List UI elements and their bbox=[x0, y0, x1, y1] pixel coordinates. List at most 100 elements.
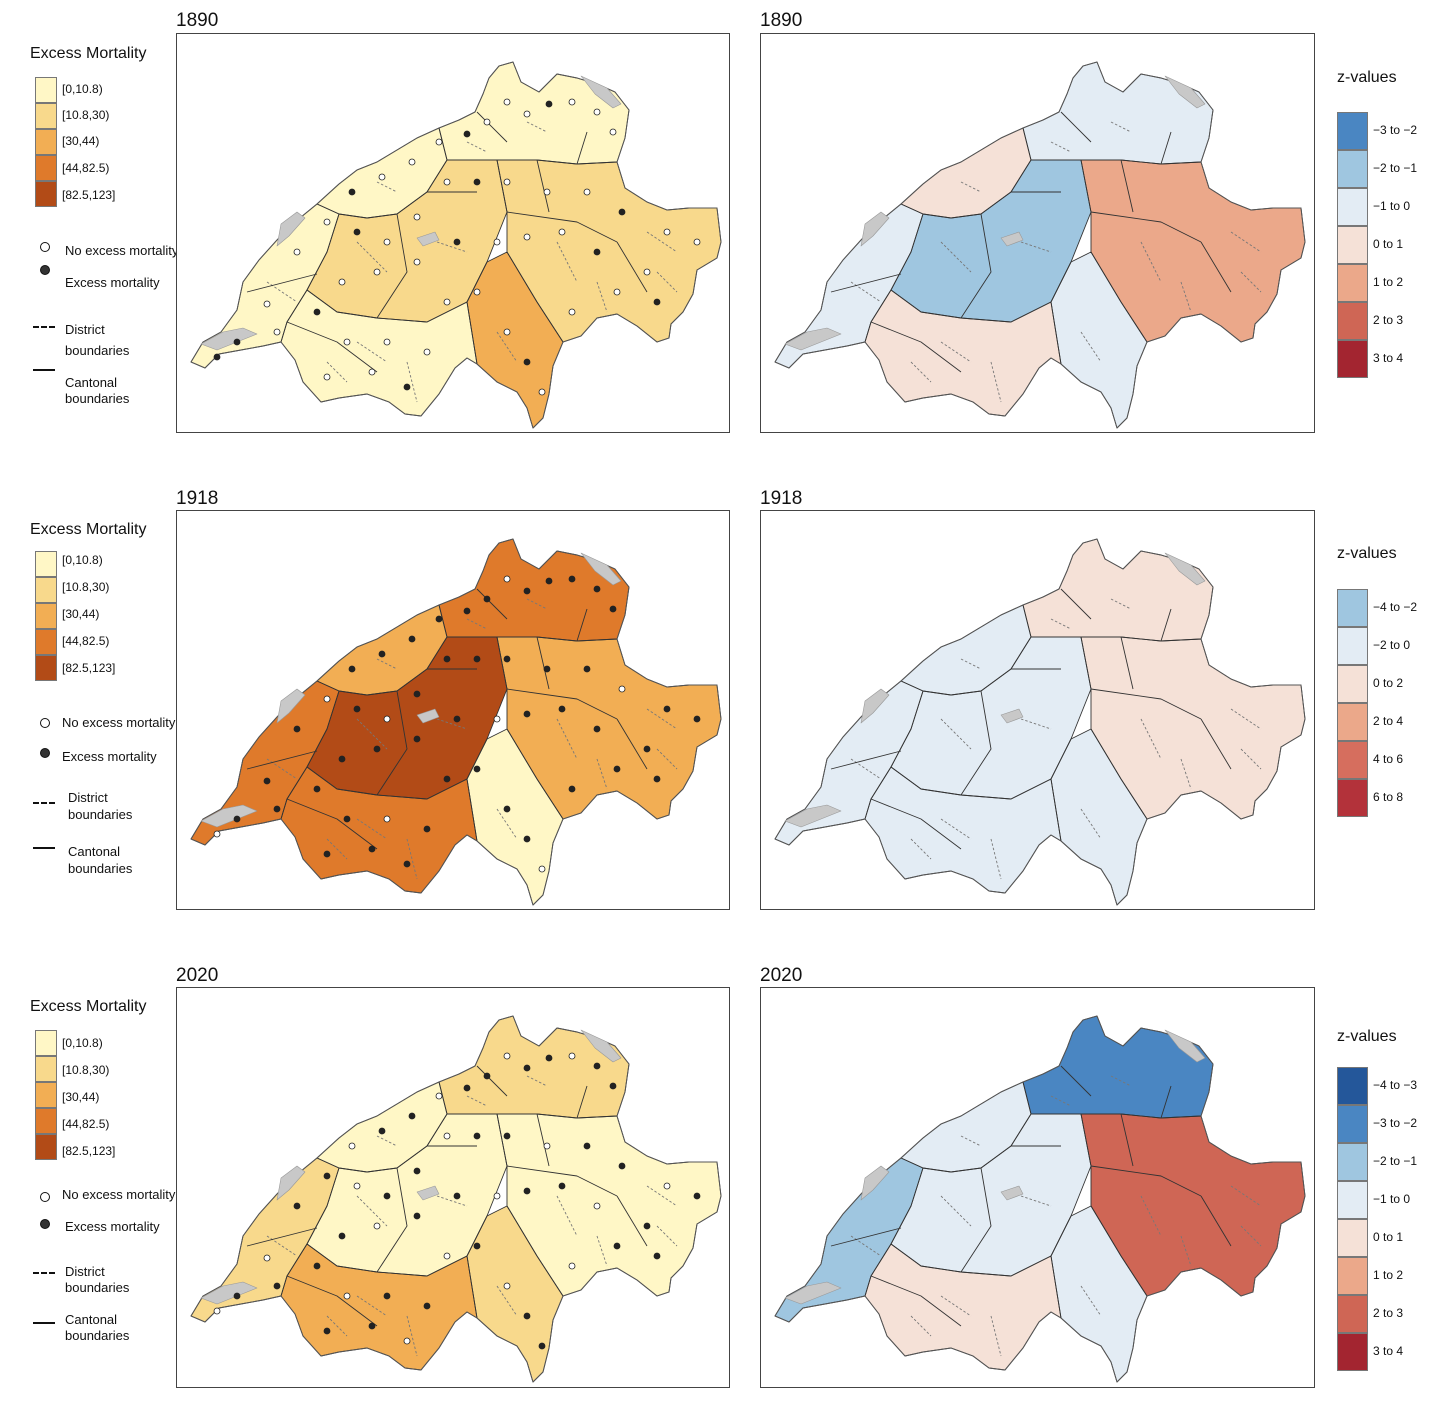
z-legend-swatch bbox=[1337, 1181, 1368, 1219]
z-legend-swatch bbox=[1337, 1257, 1368, 1295]
cantonal-label-2: boundaries bbox=[65, 1328, 130, 1343]
excess-marker bbox=[538, 1342, 546, 1350]
year-label-left: 2020 bbox=[176, 965, 219, 986]
region-area bbox=[497, 1114, 721, 1296]
excess-marker bbox=[523, 587, 531, 595]
district-boundary bbox=[1020, 718, 1052, 730]
region-area bbox=[191, 204, 339, 368]
z-legend-label: 1 to 2 bbox=[1373, 275, 1404, 289]
z-map-panel bbox=[760, 510, 1315, 910]
excess-marker bbox=[273, 1282, 281, 1290]
district-boundary bbox=[1110, 121, 1132, 133]
region-area bbox=[439, 539, 629, 641]
cantonal-label-1: Cantonal bbox=[65, 375, 118, 390]
z-legend-label: −1 to 0 bbox=[1373, 1192, 1411, 1206]
z-map-panel bbox=[760, 33, 1315, 433]
excess-marker bbox=[348, 188, 356, 196]
excess-marker bbox=[558, 1182, 566, 1190]
excess-symbol-icon bbox=[40, 265, 50, 275]
legend-swatch bbox=[35, 77, 57, 103]
no-excess-marker bbox=[353, 1182, 361, 1190]
excess-marker bbox=[593, 248, 601, 256]
district-boundary bbox=[466, 618, 488, 630]
region-area bbox=[191, 681, 339, 845]
cantonal-line-icon bbox=[33, 369, 55, 371]
legend-swatch bbox=[35, 129, 57, 155]
legend-swatch bbox=[35, 655, 57, 681]
excess-label: Excess mortality bbox=[62, 749, 157, 764]
no-excess-symbol-icon bbox=[40, 718, 50, 728]
excess-marker bbox=[443, 775, 451, 783]
z-legend-label: 3 to 4 bbox=[1373, 1344, 1404, 1358]
excess-map-panel bbox=[176, 33, 730, 433]
district-boundary bbox=[990, 361, 1002, 403]
excess-marker bbox=[323, 850, 331, 858]
excess-marker bbox=[233, 815, 241, 823]
excess-map-1890 bbox=[190, 61, 722, 429]
no-excess-marker bbox=[413, 213, 421, 221]
excess-marker bbox=[378, 1127, 386, 1135]
no-excess-marker bbox=[368, 368, 376, 376]
cantonal-boundary bbox=[286, 1275, 378, 1327]
cantonal-boundary bbox=[476, 1065, 508, 1097]
excess-marker bbox=[618, 208, 626, 216]
excess-marker bbox=[523, 1064, 531, 1072]
cantonal-boundary bbox=[376, 213, 408, 319]
cantonal-boundary bbox=[376, 1167, 408, 1273]
z-legend-swatch bbox=[1337, 627, 1368, 665]
z-legend-swatch bbox=[1337, 665, 1368, 703]
excess-marker bbox=[435, 615, 443, 623]
district-line-icon bbox=[33, 326, 55, 328]
legend-label: [10.8,30) bbox=[62, 1063, 110, 1077]
year-label-right: 1890 bbox=[760, 10, 803, 31]
year-label-right: 1918 bbox=[760, 488, 803, 509]
legend-swatch bbox=[35, 1082, 57, 1108]
cantonal-boundary bbox=[960, 1167, 992, 1273]
z-legend-swatch bbox=[1337, 589, 1368, 627]
district-label-1: District bbox=[65, 1264, 105, 1279]
district-boundary bbox=[356, 341, 388, 363]
excess-marker bbox=[523, 1187, 531, 1195]
region-area bbox=[467, 1206, 563, 1382]
lake-shape bbox=[200, 327, 258, 351]
country-outline bbox=[774, 61, 1306, 429]
no-excess-marker bbox=[263, 300, 271, 308]
excess-marker bbox=[643, 745, 651, 753]
district-boundary bbox=[656, 1225, 678, 1247]
district-boundary bbox=[1080, 1285, 1102, 1317]
region-area bbox=[775, 1158, 923, 1322]
district-boundary bbox=[526, 121, 548, 133]
district-boundary bbox=[1110, 1075, 1132, 1087]
district-boundary bbox=[436, 241, 468, 253]
no-excess-symbol-icon bbox=[40, 242, 50, 252]
lake-shape bbox=[1000, 1185, 1024, 1201]
no-excess-marker bbox=[273, 328, 281, 336]
region-area bbox=[901, 128, 1031, 218]
district-boundary bbox=[496, 331, 518, 363]
region-area bbox=[307, 160, 507, 322]
district-boundary bbox=[990, 838, 1002, 880]
excess-marker bbox=[663, 705, 671, 713]
legend-swatch bbox=[35, 103, 57, 129]
country-outline bbox=[774, 1015, 1306, 1383]
lake-shape bbox=[784, 327, 842, 351]
legend-swatch bbox=[35, 1030, 57, 1056]
excess-marker bbox=[338, 1232, 346, 1240]
excess-marker bbox=[313, 785, 321, 793]
cantonal-boundary bbox=[476, 111, 508, 143]
lake-shape bbox=[416, 1185, 440, 1201]
no-excess-marker bbox=[568, 1262, 576, 1270]
cantonal-boundary bbox=[960, 213, 992, 319]
excess-marker bbox=[368, 1322, 376, 1330]
lake-shape bbox=[1000, 708, 1024, 724]
cantonal-boundary bbox=[246, 750, 318, 770]
excess-map-2020 bbox=[190, 1015, 722, 1383]
z-legend-label: 3 to 4 bbox=[1373, 351, 1404, 365]
no-excess-marker bbox=[523, 110, 531, 118]
no-excess-marker bbox=[378, 173, 386, 181]
no-excess-marker bbox=[348, 1142, 356, 1150]
country-outline bbox=[190, 61, 722, 429]
cantonal-boundary bbox=[830, 273, 902, 293]
no-excess-marker bbox=[503, 1052, 511, 1060]
legend-title: Excess Mortality bbox=[30, 45, 147, 62]
